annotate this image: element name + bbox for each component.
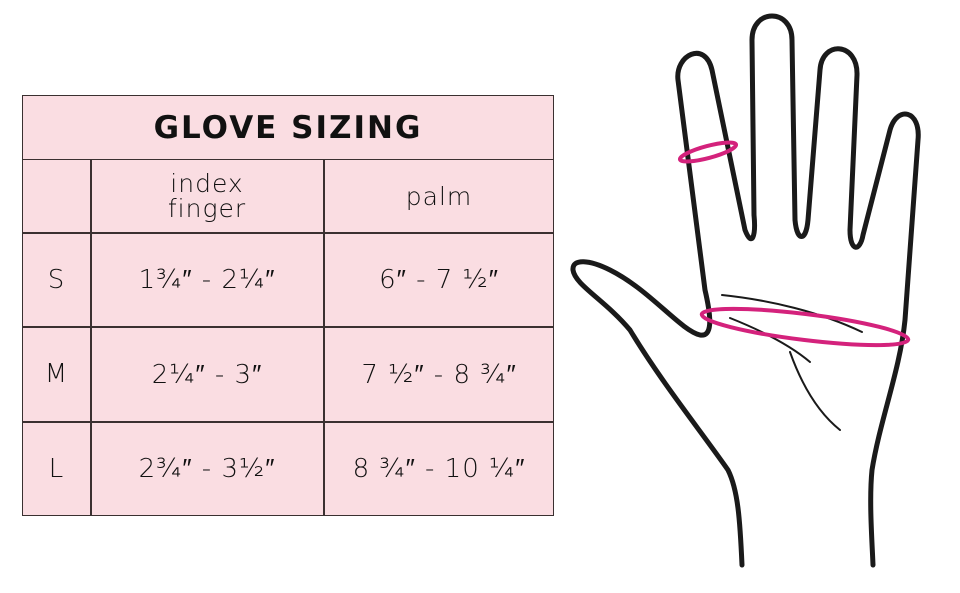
divider xyxy=(90,160,92,515)
table-title: GLOVE SIZING xyxy=(23,96,553,160)
palm-value: 8 ¾″ - 10 ¼″ xyxy=(352,454,526,484)
palm-value: 6″ - 7 ½″ xyxy=(379,265,499,295)
header-index-finger: index finger xyxy=(91,160,323,232)
divider xyxy=(23,232,553,234)
palm-crease xyxy=(721,294,863,333)
glove-sizing-table: GLOVE SIZING index finger palm S 1¾″ - 2… xyxy=(22,95,554,516)
index-finger-measure-band xyxy=(677,140,739,164)
size-label: S xyxy=(47,264,66,295)
size-label: M xyxy=(44,359,69,389)
divider xyxy=(23,421,553,423)
header-palm: palm xyxy=(405,181,473,211)
palm-crease xyxy=(789,351,841,431)
header-line: index xyxy=(170,169,244,198)
index-finger-value: 2¾″ - 3½″ xyxy=(138,454,276,484)
header-line: finger xyxy=(167,194,247,223)
index-finger-value: 2¼″ - 3″ xyxy=(151,359,263,390)
palm-crease xyxy=(729,317,811,363)
divider xyxy=(23,326,553,328)
hand-outline xyxy=(570,13,921,568)
index-finger-value: 1¾″ - 2¼″ xyxy=(138,265,276,295)
palm-value: 7 ½″ - 8 ¾″ xyxy=(361,359,517,390)
size-label: L xyxy=(48,453,65,484)
palm-measure-band xyxy=(699,306,911,348)
divider xyxy=(323,160,325,515)
